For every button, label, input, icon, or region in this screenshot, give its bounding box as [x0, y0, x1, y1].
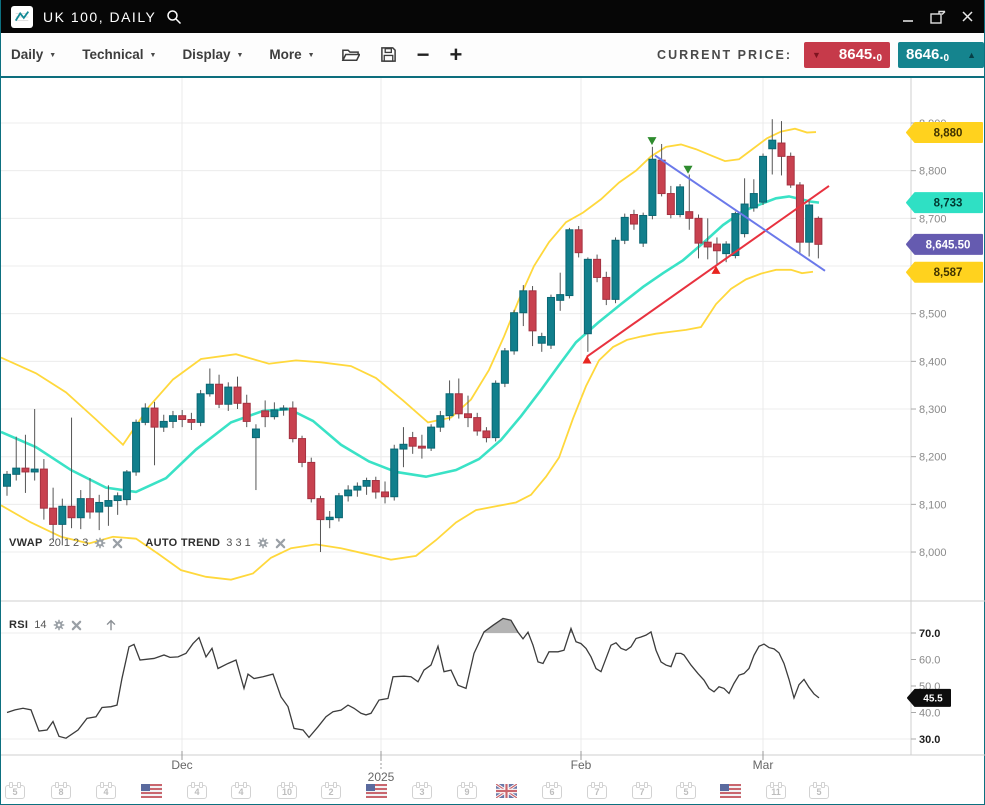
- rsi-line: [7, 618, 819, 738]
- svg-text:8,200: 8,200: [919, 452, 947, 464]
- svg-text:Mar: Mar: [753, 758, 774, 772]
- menu-daily[interactable]: Daily▼: [11, 47, 56, 62]
- save-icon[interactable]: [380, 46, 397, 63]
- vwap-label: VWAP: [9, 537, 43, 549]
- svg-text:8,880: 8,880: [934, 128, 963, 140]
- close-button[interactable]: [961, 10, 974, 23]
- rsi-indicator-labels: RSI 14: [9, 618, 118, 632]
- svg-text:8,800: 8,800: [919, 166, 947, 178]
- calendar-event-icon[interactable]: 4: [187, 785, 207, 799]
- price-tag: 8,880: [907, 123, 982, 142]
- autotrend-settings-gear-icon[interactable]: [257, 537, 269, 549]
- zoom-in-button[interactable]: +: [449, 45, 462, 65]
- time-axis-labels: Dec2025FebMar: [171, 751, 773, 784]
- popout-button[interactable]: [930, 10, 946, 24]
- rsi-label: RSI: [9, 619, 28, 631]
- move-pane-up-icon[interactable]: [104, 618, 118, 632]
- calendar-event-icon[interactable]: 9: [457, 785, 477, 799]
- flag-us-icon[interactable]: [366, 784, 387, 803]
- vwap-remove-icon[interactable]: [112, 538, 123, 549]
- svg-text:8,645.50: 8,645.50: [926, 239, 971, 251]
- svg-text:Dec: Dec: [171, 758, 192, 772]
- buy-price-button[interactable]: 8646.0 ▲: [898, 42, 984, 68]
- plot-area[interactable]: [1, 119, 829, 579]
- rsi-settings-gear-icon[interactable]: [53, 619, 65, 631]
- price-chart[interactable]: 8,9008,8008,7008,6008,5008,4008,3008,200…: [1, 78, 985, 805]
- rsi-remove-icon[interactable]: [71, 620, 82, 631]
- svg-text:8,500: 8,500: [919, 309, 947, 321]
- window-title: UK 100, DAILY: [43, 9, 156, 25]
- chevron-down-icon: ▼: [308, 52, 315, 59]
- price-tag: 8,733: [907, 193, 982, 212]
- chevron-down-icon: ▼: [49, 52, 56, 59]
- rsi-params: 14: [34, 619, 46, 631]
- calendar-event-icon[interactable]: 2: [321, 785, 341, 799]
- calendar-event-icon[interactable]: 4: [231, 785, 251, 799]
- title-bar: UK 100, DAILY: [1, 0, 984, 33]
- current-price-label: CURRENT PRICE:: [657, 48, 792, 62]
- svg-text:8,000: 8,000: [919, 547, 947, 559]
- svg-text:8,700: 8,700: [919, 213, 947, 225]
- calendar-event-icon[interactable]: 7: [632, 785, 652, 799]
- toolbar: Daily▼ Technical▼ Display▼ More▼ − + CUR…: [1, 33, 984, 78]
- vwap-params: 20 1 2 3: [49, 537, 89, 549]
- svg-text:70.0: 70.0: [919, 628, 940, 640]
- calendar-event-icon[interactable]: 3: [412, 785, 432, 799]
- price-down-arrow-icon: ▼: [812, 50, 821, 60]
- buy-price-value: 8646.0: [906, 46, 949, 63]
- calendar-event-icon[interactable]: 5: [676, 785, 696, 799]
- flag-us-icon[interactable]: [141, 784, 162, 803]
- buy-signal-marker: [583, 355, 592, 363]
- svg-text:Feb: Feb: [571, 758, 592, 772]
- svg-text:60.0: 60.0: [919, 655, 940, 667]
- chevron-down-icon: ▼: [150, 52, 157, 59]
- svg-text:8,587: 8,587: [934, 267, 963, 279]
- calendar-event-icon[interactable]: 11: [766, 785, 786, 799]
- indicator-labels: VWAP 20 1 2 3 AUTO TREND 3 3 1: [9, 537, 286, 549]
- calendar-event-icon[interactable]: 5: [5, 785, 25, 799]
- autotrend-params: 3 3 1: [226, 537, 250, 549]
- calendar-event-icon[interactable]: 8: [51, 785, 71, 799]
- open-folder-icon[interactable]: [341, 47, 360, 63]
- candles: [4, 119, 822, 552]
- svg-text:8,300: 8,300: [919, 404, 947, 416]
- menu-display[interactable]: Display▼: [182, 47, 243, 62]
- chart-window: UK 100, DAILY Daily▼: [0, 0, 985, 805]
- sell-signal-marker: [648, 137, 657, 145]
- flag-us-icon[interactable]: [720, 784, 741, 803]
- menu-more[interactable]: More▼: [269, 47, 314, 62]
- zoom-out-button[interactable]: −: [417, 45, 430, 65]
- svg-text:8,100: 8,100: [919, 499, 947, 511]
- sell-price-button[interactable]: ▼ 8645.0: [804, 42, 890, 68]
- calendar-event-icon[interactable]: 6: [542, 785, 562, 799]
- calendar-event-icon[interactable]: 5: [809, 785, 829, 799]
- calendar-event-icon[interactable]: 4: [96, 785, 116, 799]
- svg-text:40.0: 40.0: [919, 708, 940, 720]
- svg-text:8,733: 8,733: [934, 198, 963, 210]
- svg-text:45.5: 45.5: [923, 693, 943, 704]
- bollinger-upper-line: [1, 129, 816, 445]
- svg-text:30.0: 30.0: [919, 734, 940, 746]
- sell-signal-marker: [684, 166, 693, 174]
- search-icon[interactable]: [166, 9, 182, 25]
- autotrend-remove-icon[interactable]: [275, 538, 286, 549]
- app-logo-icon: [11, 6, 33, 28]
- price-tag: 8,645.50: [907, 235, 982, 254]
- chevron-down-icon: ▼: [236, 52, 243, 59]
- calendar-event-icon[interactable]: 7: [587, 785, 607, 799]
- autotrend-label: AUTO TREND: [145, 537, 220, 549]
- vwap-settings-gear-icon[interactable]: [94, 537, 106, 549]
- flag-uk-icon[interactable]: [496, 784, 517, 803]
- price-up-arrow-icon: ▲: [967, 50, 976, 60]
- sell-price-value: 8645.0: [839, 46, 882, 63]
- event-icons-row: 5 8 4 4 4 10 2 3 9 6 7 7 5 11 5: [1, 781, 985, 805]
- svg-text:8,400: 8,400: [919, 356, 947, 368]
- minimize-button[interactable]: [902, 10, 915, 23]
- menu-technical[interactable]: Technical▼: [82, 47, 156, 62]
- price-tag: 8,587: [907, 263, 982, 282]
- calendar-event-icon[interactable]: 10: [277, 785, 297, 799]
- bollinger-lower-line: [1, 270, 813, 580]
- rsi-value-tag: 45.5: [908, 690, 950, 706]
